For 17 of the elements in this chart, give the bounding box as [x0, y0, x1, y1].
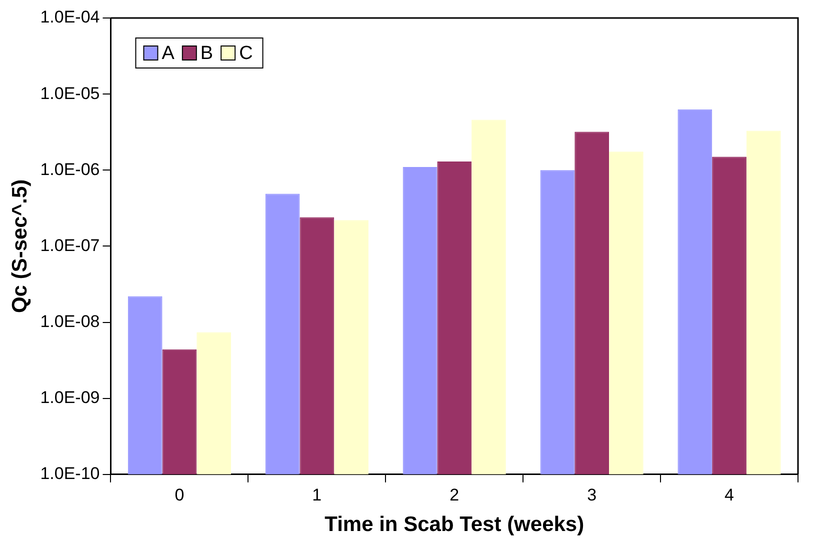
x-tick-label: 4 — [724, 485, 734, 504]
legend-label: A — [162, 43, 175, 64]
x-axis-title: Time in Scab Test (weeks) — [324, 513, 584, 536]
y-axis-title: Qc (S-sec^.5) — [8, 179, 32, 314]
y-tick-label: 1.0E-08 — [40, 312, 100, 331]
y-tick-label: 1.0E-07 — [40, 236, 100, 255]
y-tick-label: 1.0E-09 — [40, 388, 100, 408]
legend-label: B — [200, 43, 214, 64]
y-tick-label: 1.0E-05 — [40, 84, 100, 103]
x-tick-label: 2 — [450, 485, 460, 504]
y-tick-label: 1.0E-06 — [40, 160, 100, 179]
x-tick-label: 3 — [587, 485, 597, 504]
y-tick-label: 1.0E-10 — [40, 464, 100, 484]
y-tick-label: 1.0E-04 — [40, 8, 100, 27]
legend-label: C — [239, 43, 253, 64]
x-tick-label: 1 — [312, 485, 322, 504]
x-tick-label: 0 — [174, 485, 184, 504]
